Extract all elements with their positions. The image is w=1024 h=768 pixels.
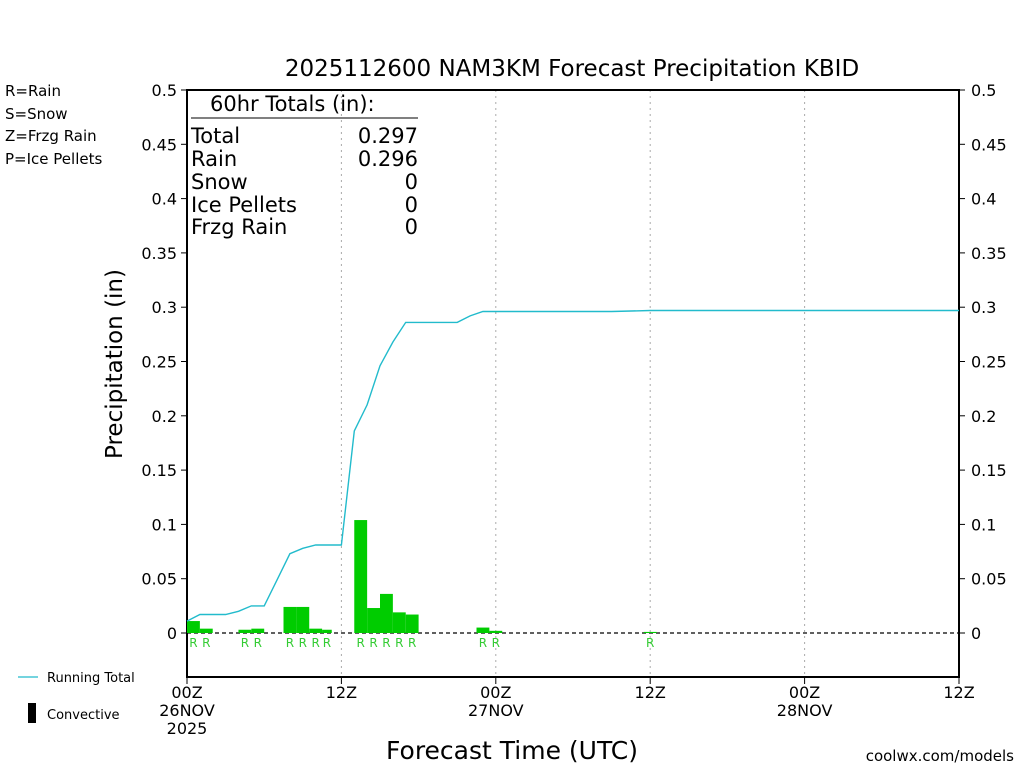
plot-frame [186,89,960,678]
running-total-line [186,309,959,622]
y-tick-label-left-5: 0.25 [141,353,177,372]
precip-bar-1 [199,628,213,633]
x-tick-label-4-0: 00Z [789,683,820,702]
precip-type-label-14: R [492,636,500,650]
x-tick-label-3-0: 12Z [635,683,666,702]
running-total-legend-label: Running Total [47,671,135,686]
x-tick-label-0-2: 2025 [167,719,208,738]
y-tick-label-right-6: 0.3 [971,298,996,317]
y-tick-label-left-4: 0.2 [152,407,177,426]
x-tick-label-2-0: 00Z [480,683,511,702]
totals-label-total: Total [190,124,240,148]
y-axis-label: Precipitation (in) [102,269,128,459]
y-tick-label-left-6: 0.3 [152,298,177,317]
precip-type-label-1: R [202,636,210,650]
y-tick-label-left-0: 0 [167,624,177,643]
y-tick-label-left-7: 0.35 [141,244,177,263]
precip-type-legend: R=Rain S=Snow Z=Frzg Rain P=Ice Pellets [5,82,102,168]
precip-bar-8 [354,520,368,633]
precip-bar-2 [238,629,252,633]
totals-header: 60hr Totals (in): [210,92,375,116]
totals-value-ice-pellets: 0 [405,193,418,217]
y-axis-left: 0 0.05 0.1 0.15 0.2 0.25 0.3 0.35 0.4 0.45 0.5 [141,81,187,643]
precip-bar-15 [643,631,657,633]
y-tick-label-right-8: 0.4 [971,190,996,209]
precip-type-label-10: R [382,636,390,650]
precip-bar-3 [251,628,265,633]
precip-type-label-13: R [479,636,487,650]
precip-type-label-11: R [395,636,403,650]
legend-snow: S=Snow [5,105,68,123]
y-axis-right: 0 0.05 0.1 0.15 0.2 0.25 0.3 0.35 0.4 0.45 0.5 [959,81,1007,643]
y-tick-label-right-7: 0.35 [971,244,1007,263]
totals-label-frzg-rain: Frzg Rain [191,215,287,239]
x-tick-label-0-1: 26NOV [159,701,215,720]
x-tick-label-2-1: 27NOV [468,701,524,720]
y-tick-label-left-2: 0.1 [152,515,177,534]
chart-title: 2025112600 NAM3KM Forecast Precipitation… [285,56,859,82]
y-tick-label-right-2: 0.1 [971,515,996,534]
y-tick-label-right-3: 0.15 [971,461,1007,480]
totals-value-rain: 0.296 [358,147,418,171]
legend-rain: R=Rain [5,82,61,100]
y-tick-label-left-8: 0.4 [152,190,177,209]
precip-type-label-7: R [323,636,331,650]
totals-label-rain: Rain [191,147,237,171]
convective-legend-swatch [28,703,36,723]
precip-type-label-3: R [254,636,262,650]
precip-type-label-2: R [241,636,249,650]
totals-label-ice-pellets: Ice Pellets [191,193,297,217]
watermark: coolwx.com/models [866,747,1014,765]
y-tick-label-right-9: 0.45 [971,135,1007,154]
precip-type-label-12: R [408,636,416,650]
precip-type-label-6: R [311,636,319,650]
precip-type-label-9: R [369,636,377,650]
y-tick-label-left-9: 0.45 [141,135,177,154]
y-tick-label-right-1: 0.05 [971,570,1007,589]
precip-bar-6 [309,628,323,633]
y-tick-label-right-5: 0.25 [971,353,1007,372]
x-axis-label: Forecast Time (UTC) [386,736,638,765]
precip-bar-10 [380,593,393,633]
precip-type-label-0: R [189,636,197,650]
precip-bar-13 [476,627,490,633]
totals-value-snow: 0 [405,170,418,194]
legend-frzg-rain: Z=Frzg Rain [5,127,97,145]
precip-type-label-15: R [646,636,654,650]
totals-value-total: 0.297 [358,124,418,148]
y-tick-label-right-10: 0.5 [971,81,996,100]
precip-type-label-5: R [299,636,307,650]
x-tick-label-4-1: 28NOV [777,701,833,720]
x-tick-label-1-0: 12Z [326,683,357,702]
grid-lines [187,90,959,677]
precip-bar-12 [405,614,419,633]
y-tick-label-right-4: 0.2 [971,407,996,426]
x-tick-label-0-0: 00Z [171,683,202,702]
y-tick-label-left-10: 0.5 [152,81,177,100]
totals-box: 60hr Totals (in): Total 0.297 Rain 0.296… [190,92,418,239]
precip-bars [187,520,657,633]
precip-bar-14 [489,630,503,633]
precip-bar-7 [322,629,332,633]
precip-bar-0 [187,621,200,633]
precip-bar-4 [283,606,297,633]
y-tick-label-left-1: 0.05 [141,570,177,589]
x-tick-label-5-0: 12Z [943,683,974,702]
y-tick-label-right-0: 0 [971,624,981,643]
precip-type-label-8: R [357,636,365,650]
precip-type-label-4: R [286,636,294,650]
running-total-line-group [186,309,959,622]
precip-bar-9 [367,608,380,633]
legend-ice-pellets: P=Ice Pellets [5,150,102,168]
series-legend: Running Total Convective [18,671,135,723]
y-tick-label-left-3: 0.15 [141,461,177,480]
totals-label-snow: Snow [191,170,248,194]
precip-bar-5 [296,606,310,633]
convective-legend-label: Convective [47,708,120,723]
totals-value-frzg-rain: 0 [405,215,418,239]
precip-bar-11 [392,612,406,633]
